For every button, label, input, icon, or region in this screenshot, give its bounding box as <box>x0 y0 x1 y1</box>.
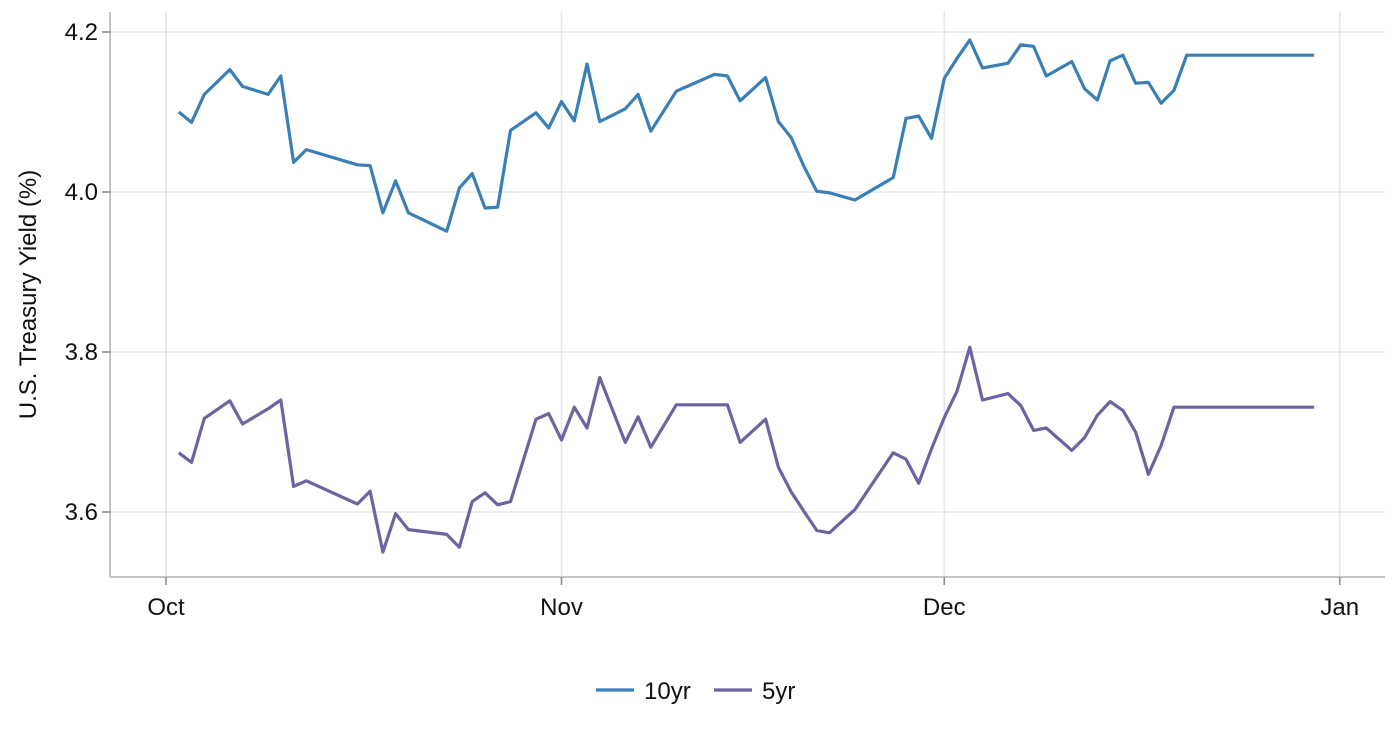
x-tick-label: Jan <box>1320 594 1359 621</box>
series-line-5yr <box>177 345 1315 554</box>
x-tick-label: Oct <box>147 594 185 621</box>
y-axis-title: U.S. Treasury Yield (%) <box>15 170 42 419</box>
legend-label-5yr: 5yr <box>762 678 795 705</box>
legend: 10yr 5yr <box>596 678 795 705</box>
y-tick-label: 3.6 <box>65 499 98 526</box>
legend-label-10yr: 10yr <box>644 678 691 705</box>
y-tick-label: 3.8 <box>65 339 98 366</box>
y-tick-label: 4.2 <box>65 19 98 46</box>
tick-marks-and-labels: 3.6 3.8 4.0 4.2 Oct Nov Dec Jan <box>65 19 1359 621</box>
x-tick-label: Nov <box>540 594 583 621</box>
series-lines <box>177 38 1315 554</box>
y-tick-label: 4.0 <box>65 179 98 206</box>
axes <box>109 12 1385 578</box>
gridlines <box>110 12 1385 577</box>
series-line-10yr <box>177 38 1315 233</box>
x-tick-label: Dec <box>923 594 966 621</box>
